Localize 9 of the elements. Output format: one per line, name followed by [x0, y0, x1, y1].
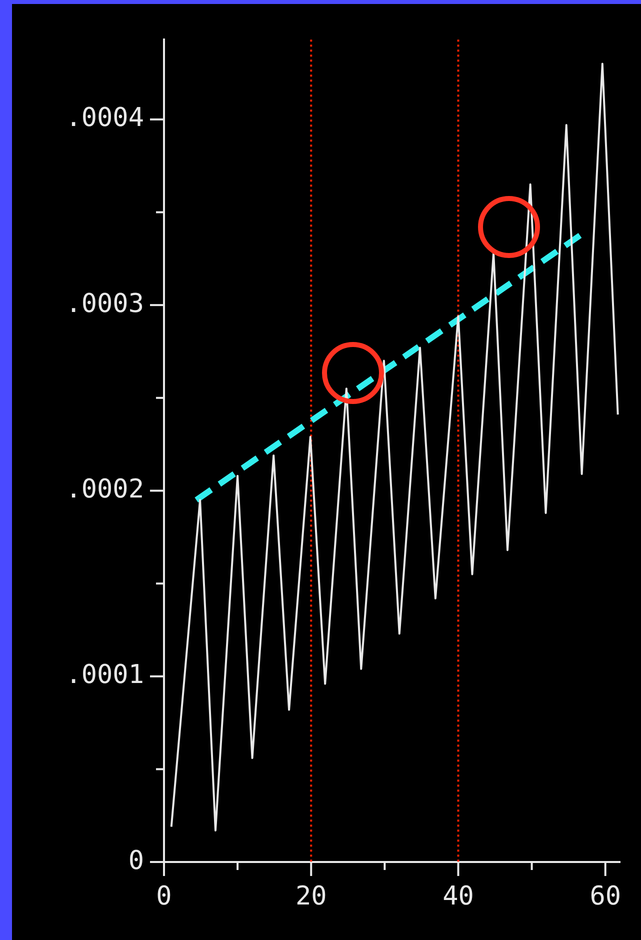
y-tick-label: 0 [128, 846, 144, 876]
y-tick-label: .0002 [66, 474, 144, 504]
x-tick-label: 40 [442, 881, 474, 912]
x-tick-label: 20 [295, 881, 327, 912]
x-tick-label: 60 [590, 881, 622, 912]
y-tick-label: .0004 [66, 103, 144, 134]
y-tick-label: .0001 [66, 660, 144, 690]
y-tick-label: .0003 [66, 288, 144, 319]
x-tick-label: 0 [156, 881, 172, 912]
